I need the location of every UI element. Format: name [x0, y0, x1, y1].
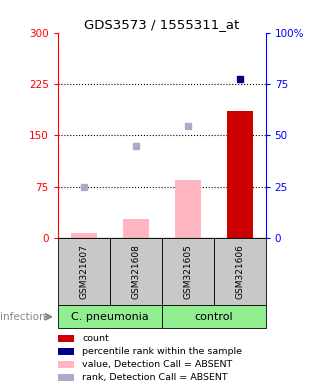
Bar — [162, 305, 266, 328]
Bar — [123, 219, 149, 238]
Bar — [58, 348, 74, 355]
Text: GSM321606: GSM321606 — [235, 244, 244, 299]
Bar — [227, 111, 253, 238]
Text: rank, Detection Call = ABSENT: rank, Detection Call = ABSENT — [82, 373, 228, 382]
Bar — [175, 180, 201, 238]
Text: percentile rank within the sample: percentile rank within the sample — [82, 347, 242, 356]
Text: count: count — [82, 334, 109, 343]
Bar — [71, 233, 97, 238]
Text: GSM321608: GSM321608 — [131, 244, 140, 299]
Title: GDS3573 / 1555311_at: GDS3573 / 1555311_at — [84, 18, 239, 31]
Bar — [58, 361, 74, 368]
Bar — [58, 335, 74, 342]
Text: infection: infection — [0, 312, 46, 322]
Bar — [58, 305, 162, 328]
Text: GSM321605: GSM321605 — [183, 244, 192, 299]
Bar — [162, 238, 214, 305]
Bar — [214, 238, 266, 305]
Text: value, Detection Call = ABSENT: value, Detection Call = ABSENT — [82, 360, 233, 369]
Bar — [58, 238, 110, 305]
Text: control: control — [194, 312, 233, 322]
Bar — [58, 374, 74, 381]
Text: GSM321607: GSM321607 — [79, 244, 88, 299]
Bar — [110, 238, 162, 305]
Text: C. pneumonia: C. pneumonia — [71, 312, 148, 322]
